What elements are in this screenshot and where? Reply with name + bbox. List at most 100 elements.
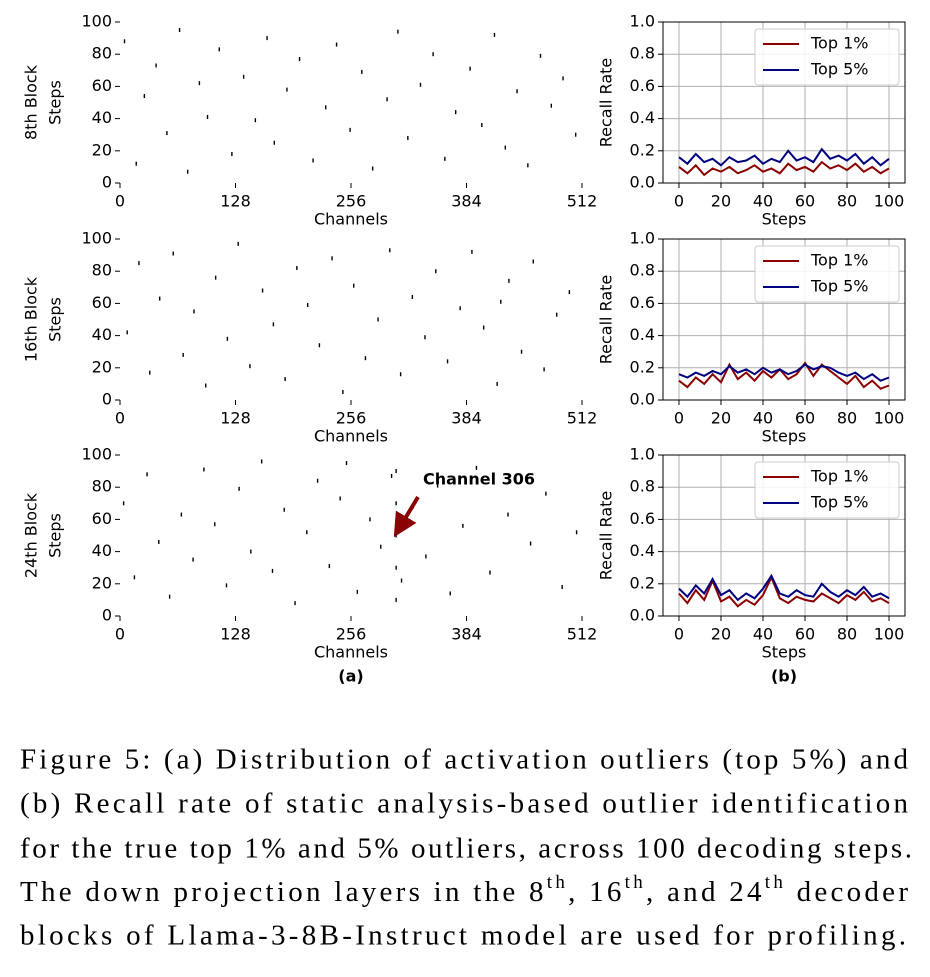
outlier-point [138,261,140,266]
outlier-point [186,169,189,174]
outlier-point [306,303,309,308]
x-tick-label: 384 [451,625,482,644]
outlier-point [444,156,446,161]
outlier-point [369,517,371,522]
outlier-point [266,36,268,41]
y-axis-label: Steps [46,80,65,125]
outlier-point [249,364,251,369]
y-axis-label: Recall Rate [597,58,616,148]
outlier-point [331,256,333,261]
y-tick-label: 0.4 [630,108,655,127]
outlier-point [250,549,252,554]
outlier-point [459,306,461,311]
y-tick-label: 80 [92,261,112,280]
outlier-point [178,28,181,33]
x-tick-label: 256 [336,625,367,644]
outlier-point [192,557,194,562]
outlier-point [206,114,209,119]
outlier-point [424,335,426,340]
x-axis-label: Channels [314,427,388,446]
outlier-point [284,377,286,382]
outlier-point [133,575,136,580]
outlier-point [496,381,498,386]
row-label: 8th Block [22,64,41,140]
outlier-point [166,131,168,136]
outlier-point [122,501,125,506]
y-tick-label: 60 [92,509,112,528]
outlier-point [471,249,473,254]
y-tick-label: 40 [92,541,112,560]
outlier-point [561,585,563,590]
y-tick-label: 0.4 [630,325,655,344]
y-tick-label: 60 [92,76,112,95]
legend-label: Top 5% [810,60,868,79]
outlier-point [272,322,275,327]
outlier-point [205,383,207,388]
x-tick-label: 100 [874,409,905,428]
outlier-point [568,290,571,295]
x-tick-label: 0 [115,625,125,644]
y-tick-label: 80 [92,44,112,63]
x-tick-label: 512 [567,625,598,644]
outlier-point [238,486,240,491]
y-tick-label: 0.8 [630,477,655,496]
outlier-point [395,565,397,570]
outlier-point [226,336,229,341]
x-tick-label: 128 [220,625,251,644]
y-tick-label: 20 [92,140,112,159]
caption-line: for the true top 1% and 5% outliers, acr… [20,833,912,865]
outlier-point [520,349,523,354]
outlier-point [425,554,427,559]
legend-label: Top 1% [810,34,868,53]
y-tick-label: 0.2 [630,573,655,592]
outlier-point [400,578,403,583]
outlier-point [298,57,301,62]
outlier-point [126,330,128,335]
outlier-point [562,76,564,81]
series-line [678,574,890,608]
legend-label: Top 5% [810,277,868,296]
x-tick-label: 80 [837,625,857,644]
x-tick-label: 512 [567,192,598,211]
outlier-point [294,601,296,606]
outlier-point [203,467,205,472]
outlier-point [335,42,338,47]
x-tick-label: 0 [115,192,125,211]
caption-sup: th [625,872,644,893]
outlier-point [516,89,518,94]
y-tick-label: 40 [92,108,112,127]
outlier-point [180,512,183,517]
outlier-point [260,459,263,464]
y-tick-label: 100 [81,445,112,464]
outlier-point [489,570,491,575]
outlier-point [254,118,257,123]
outlier-point [237,241,239,246]
outlier-point [198,81,201,86]
outlier-point [325,105,327,110]
outlier-point [481,123,483,128]
y-tick-label: 0.8 [630,44,655,63]
outlier-point [377,317,379,322]
outlier-point [399,372,402,377]
x-axis-label: Channels [314,643,388,662]
y-tick-label: 20 [92,357,112,376]
outlier-point [395,533,397,538]
x-axis-label: Steps [762,210,807,229]
outlier-point [574,132,577,137]
outlier-point [449,591,451,596]
outlier-point [527,163,529,168]
x-tick-label: 256 [336,192,367,211]
x-tick-label: 0 [674,409,684,428]
outlier-point [296,265,298,270]
outlier-point [500,299,502,304]
y-axis-label: Recall Rate [597,491,616,581]
x-tick-label: 100 [874,192,905,211]
x-tick-label: 40 [753,625,773,644]
x-tick-label: 256 [336,409,367,428]
outlier-point [507,512,509,517]
y-tick-label: 0 [102,606,112,625]
outlier-point [318,343,321,348]
outlier-point [182,352,184,357]
outlier-point [158,539,160,544]
